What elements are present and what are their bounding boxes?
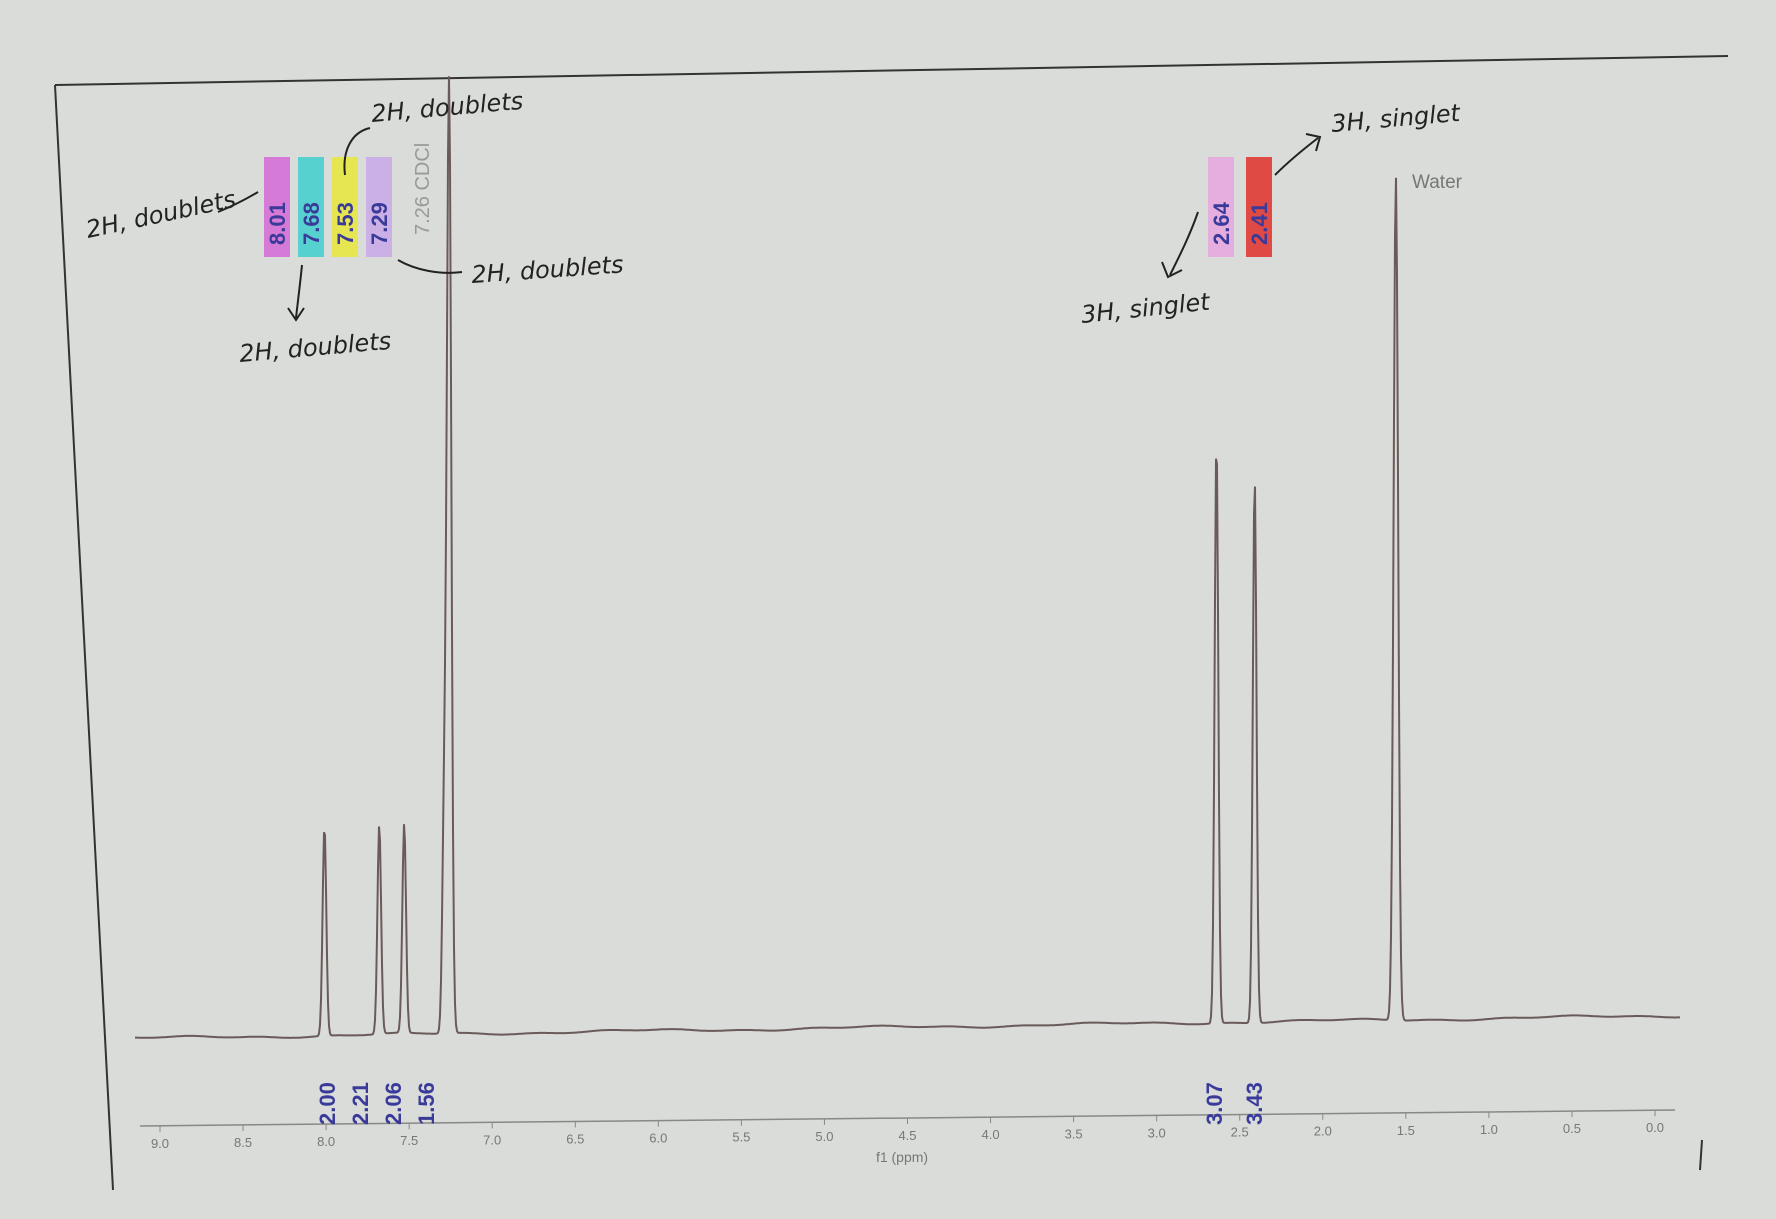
annotation-text: 3H, singlet — [1330, 99, 1463, 138]
x-tick-label: 6.5 — [566, 1131, 584, 1146]
frame-top-line — [54, 55, 1729, 86]
peak-label-text: 2.64 — [1209, 201, 1234, 245]
peak-label-text: 7.29 — [367, 202, 392, 245]
peak-label: 2.64 — [1208, 157, 1234, 257]
annotation-a4: 2H, doublets — [238, 264, 392, 368]
x-tick-label: 0.0 — [1646, 1120, 1664, 1135]
x-tick-label: 4.5 — [898, 1128, 916, 1143]
peak-label-highlight — [264, 157, 290, 257]
x-tick-label: 5.0 — [815, 1129, 833, 1144]
peak-label-text: 7.68 — [299, 202, 324, 245]
x-tick-label: 8.5 — [234, 1135, 252, 1150]
frame-right-mark — [1699, 1139, 1703, 1171]
x-tick-label: 7.0 — [483, 1132, 501, 1147]
x-tick-label: 4.0 — [982, 1127, 1000, 1142]
peak-label-highlight — [1246, 157, 1272, 257]
x-tick-label: 1.0 — [1480, 1122, 1498, 1137]
peak-label-text: 8.01 — [265, 202, 290, 245]
integral-labels: 2.00 2.21 2.06 1.56 3.07 3.43 — [315, 1082, 1267, 1125]
x-tick-label: 9.0 — [151, 1136, 169, 1151]
frame-left-line — [54, 84, 114, 1191]
x-tick-label: 3.5 — [1065, 1126, 1083, 1141]
annotation-text: 2H, doublets — [370, 87, 524, 128]
peak-label-highlight — [298, 157, 324, 257]
peak-labels: 8.01 7.68 7.53 7.29 2.64 2.41 — [264, 157, 1272, 257]
x-tick-label: 2.5 — [1231, 1125, 1249, 1140]
annotation-text: 3H, singlet — [1080, 287, 1213, 329]
integral-label: 3.43 — [1242, 1082, 1267, 1125]
integral-label: 3.07 — [1202, 1082, 1227, 1125]
x-axis-title: f1 (ppm) — [876, 1149, 928, 1165]
integral-label: 1.56 — [414, 1082, 439, 1125]
x-tick-label: 5.5 — [732, 1130, 750, 1145]
peak-label-text: 7.53 — [333, 202, 358, 245]
annotation-text: 2H, doublets — [83, 185, 238, 244]
peak-label-text: 2.41 — [1247, 202, 1272, 245]
annotation-a1: 2H, doublets — [83, 185, 259, 244]
solvent-label: 7.26 CDCl — [412, 143, 434, 235]
annotation-text: 2H, doublets — [238, 327, 392, 368]
peak-label-highlight — [1208, 157, 1234, 257]
x-tick-label: 7.5 — [400, 1133, 418, 1148]
x-axis-ticks: 9.0 8.5 8.0 7.5 7.0 6.5 6.0 5.5 5.0 4.5 4.0 3.5 3.0 2… — [151, 1110, 1664, 1151]
peak-label: 7.53 — [332, 157, 358, 257]
x-tick-label: 3.0 — [1148, 1125, 1166, 1140]
water-label: Water — [1412, 172, 1463, 193]
x-tick-label: 0.5 — [1563, 1121, 1581, 1136]
peak-label: 7.29 — [366, 157, 392, 257]
peak-label: 2.41 — [1246, 157, 1272, 257]
peak-label: 8.01 — [264, 157, 290, 257]
annotation-a3: 2H, doublets — [397, 250, 624, 289]
x-tick-label: 8.0 — [317, 1134, 335, 1149]
annotation-a5: 3H, singlet — [1274, 99, 1463, 176]
spectrum-line — [135, 76, 1680, 1039]
integral-label: 2.00 — [315, 1082, 340, 1125]
integral-label: 2.06 — [381, 1082, 406, 1125]
x-tick-label: 1.5 — [1397, 1123, 1415, 1138]
annotation-text: 2H, doublets — [470, 250, 624, 289]
x-tick-label: 2.0 — [1314, 1124, 1332, 1139]
x-tick-label: 6.0 — [649, 1131, 667, 1146]
peak-label: 7.68 — [298, 157, 324, 257]
integral-label: 2.21 — [348, 1082, 373, 1125]
annotation-a6: 3H, singlet — [1080, 211, 1213, 329]
peak-label-highlight — [366, 157, 392, 257]
